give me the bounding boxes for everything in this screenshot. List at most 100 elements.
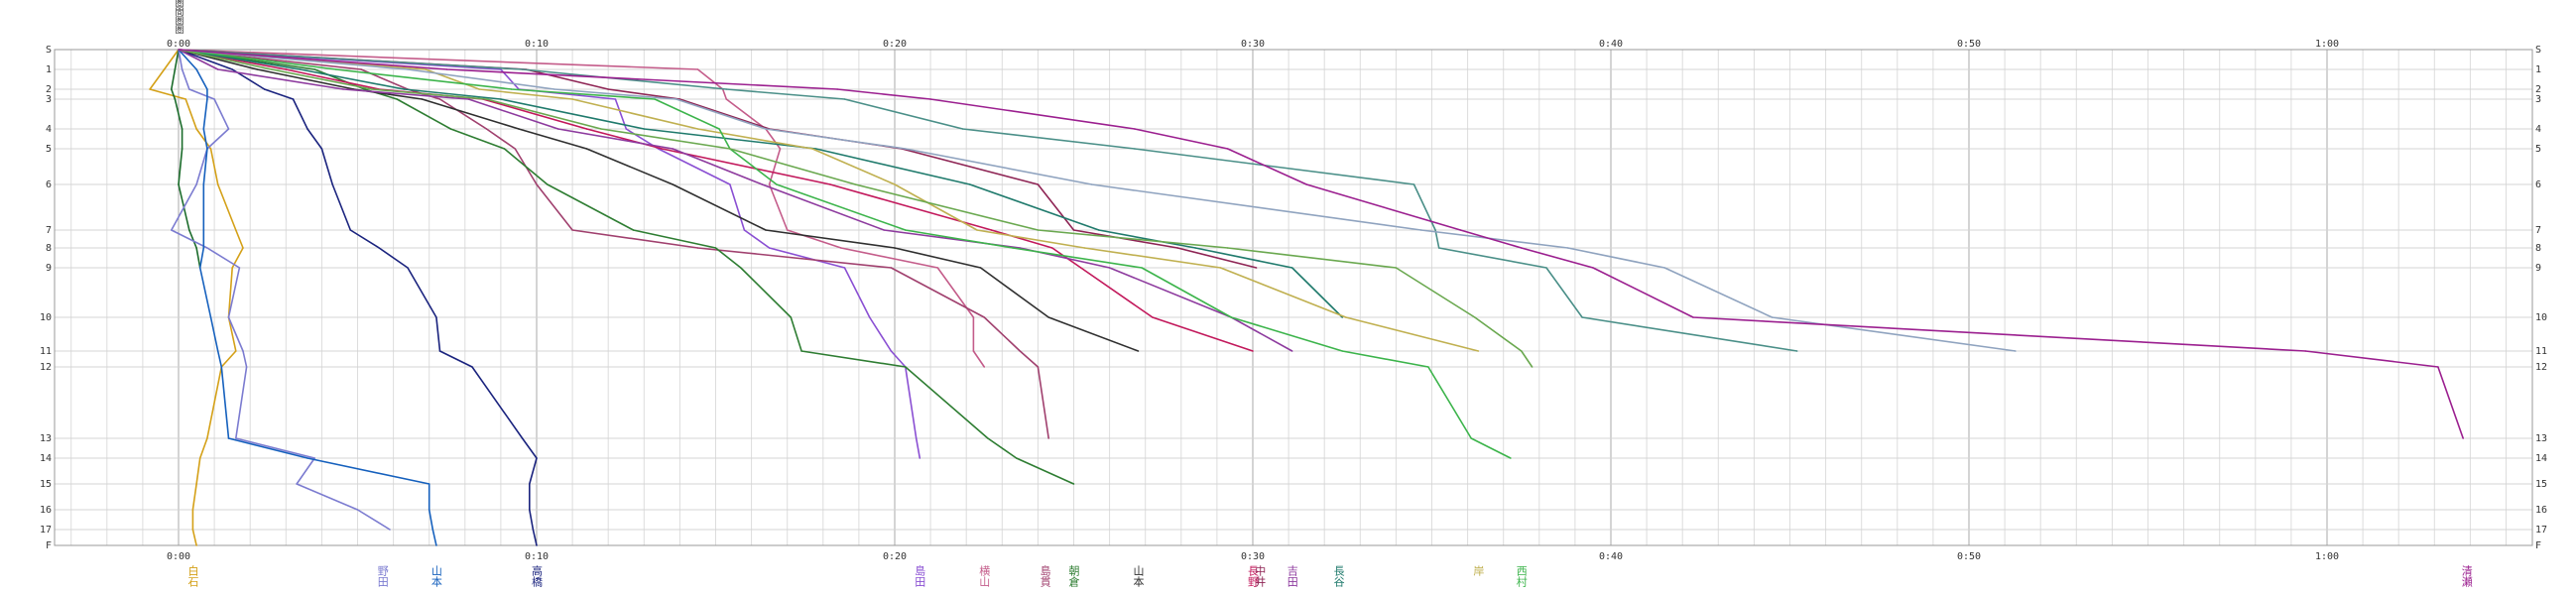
series-point <box>500 98 502 100</box>
series-point <box>768 183 771 185</box>
series-point <box>1226 247 1229 249</box>
series-point <box>216 68 219 70</box>
series-point <box>987 437 989 439</box>
series-point <box>1047 437 1049 439</box>
series-point <box>363 88 366 90</box>
series-point <box>983 366 986 368</box>
series-point <box>1419 229 1422 231</box>
series-point <box>654 98 656 100</box>
series-point <box>661 148 664 150</box>
series-point <box>485 98 488 100</box>
series-point <box>672 148 674 150</box>
series-point <box>256 68 259 70</box>
series-line <box>149 49 244 546</box>
series-point <box>188 229 190 231</box>
series-point <box>403 88 406 90</box>
series-point <box>271 68 273 70</box>
y-tick-label-right: 16 <box>2535 505 2547 516</box>
series-point <box>1341 316 1344 318</box>
series-point <box>467 98 470 100</box>
series-point <box>149 88 151 90</box>
series-point <box>1230 316 1233 318</box>
runner-name-label: 岸 <box>1472 565 1485 577</box>
series-point <box>800 350 802 352</box>
series-point <box>292 98 295 100</box>
series-point <box>1083 247 1086 249</box>
series-point <box>503 148 506 150</box>
y-tick-label-right: 9 <box>2535 263 2541 274</box>
series-point <box>184 98 186 100</box>
series-point <box>331 183 334 185</box>
series-point <box>790 316 793 318</box>
series-point <box>765 229 767 231</box>
y-tick-label-left: 16 <box>40 505 52 516</box>
series-point <box>449 128 452 130</box>
series-point <box>1015 457 1018 459</box>
y-tick-label-right: 4 <box>2535 124 2541 135</box>
series-point <box>195 544 197 546</box>
x-tick-label-top: 0:20 <box>883 39 907 50</box>
series-point <box>614 98 617 100</box>
series-point <box>672 183 674 185</box>
series-point <box>1152 316 1154 318</box>
series-line <box>171 49 201 269</box>
series-point <box>1012 247 1014 249</box>
series-point <box>1305 183 1307 185</box>
series-point <box>729 148 731 150</box>
series-point <box>216 350 219 352</box>
y-tick-label-left: 7 <box>46 225 52 236</box>
series-point <box>811 148 813 150</box>
series-point <box>585 128 588 130</box>
series-line <box>178 49 2017 352</box>
series-point <box>195 128 197 130</box>
y-tick-label-left: F <box>46 540 52 551</box>
series-point <box>743 229 746 231</box>
series-point <box>1437 247 1440 249</box>
series-point <box>378 247 381 249</box>
series-point <box>1290 267 1293 269</box>
series-point <box>979 267 982 269</box>
series-point <box>242 247 244 249</box>
series-point <box>202 247 205 249</box>
axes: 0:00 0:00 0:10 0:10 0:20 0:20 0:30 0:30 0:40 0:40… <box>40 39 2547 562</box>
series-point <box>1459 229 1462 231</box>
y-tick-label-left: 15 <box>40 479 52 490</box>
series-point <box>915 437 918 439</box>
series-point <box>553 88 555 90</box>
series-point <box>696 128 699 130</box>
series-point <box>814 148 817 150</box>
series-point <box>438 350 441 352</box>
series-point <box>1037 229 1040 231</box>
series-point <box>779 148 782 150</box>
series-point <box>438 98 441 100</box>
series-point <box>829 183 831 185</box>
runner-name-label: 清瀬 <box>2460 565 2473 588</box>
series-point <box>514 148 517 150</box>
series-point <box>1412 183 1415 185</box>
series-point <box>571 229 573 231</box>
series-point <box>1252 350 1254 352</box>
top-legend-glyph: 圏 <box>175 26 184 36</box>
series-point <box>178 183 180 185</box>
series-point <box>883 229 885 231</box>
series-point <box>532 529 535 531</box>
series-point <box>235 437 237 439</box>
x-tick-label-bottom: 0:40 <box>1599 551 1623 562</box>
runner-name-label: 西村 <box>1515 565 1528 587</box>
series-point <box>632 229 635 231</box>
series-point <box>389 529 391 531</box>
series-line <box>178 49 1797 352</box>
series-point <box>1098 229 1100 231</box>
series-point <box>202 183 205 185</box>
series-point <box>435 544 437 546</box>
runner-name-label: 白石 <box>186 564 199 587</box>
series-point <box>2462 437 2464 439</box>
series-point <box>198 457 201 459</box>
runner-name-label: 朝倉 <box>1067 565 1080 588</box>
series-point <box>209 148 212 150</box>
series-point <box>188 88 190 90</box>
series-point <box>471 366 473 368</box>
series-line <box>178 49 1049 439</box>
y-tick-label-right: S <box>2535 45 2541 56</box>
series-line <box>178 49 1533 368</box>
